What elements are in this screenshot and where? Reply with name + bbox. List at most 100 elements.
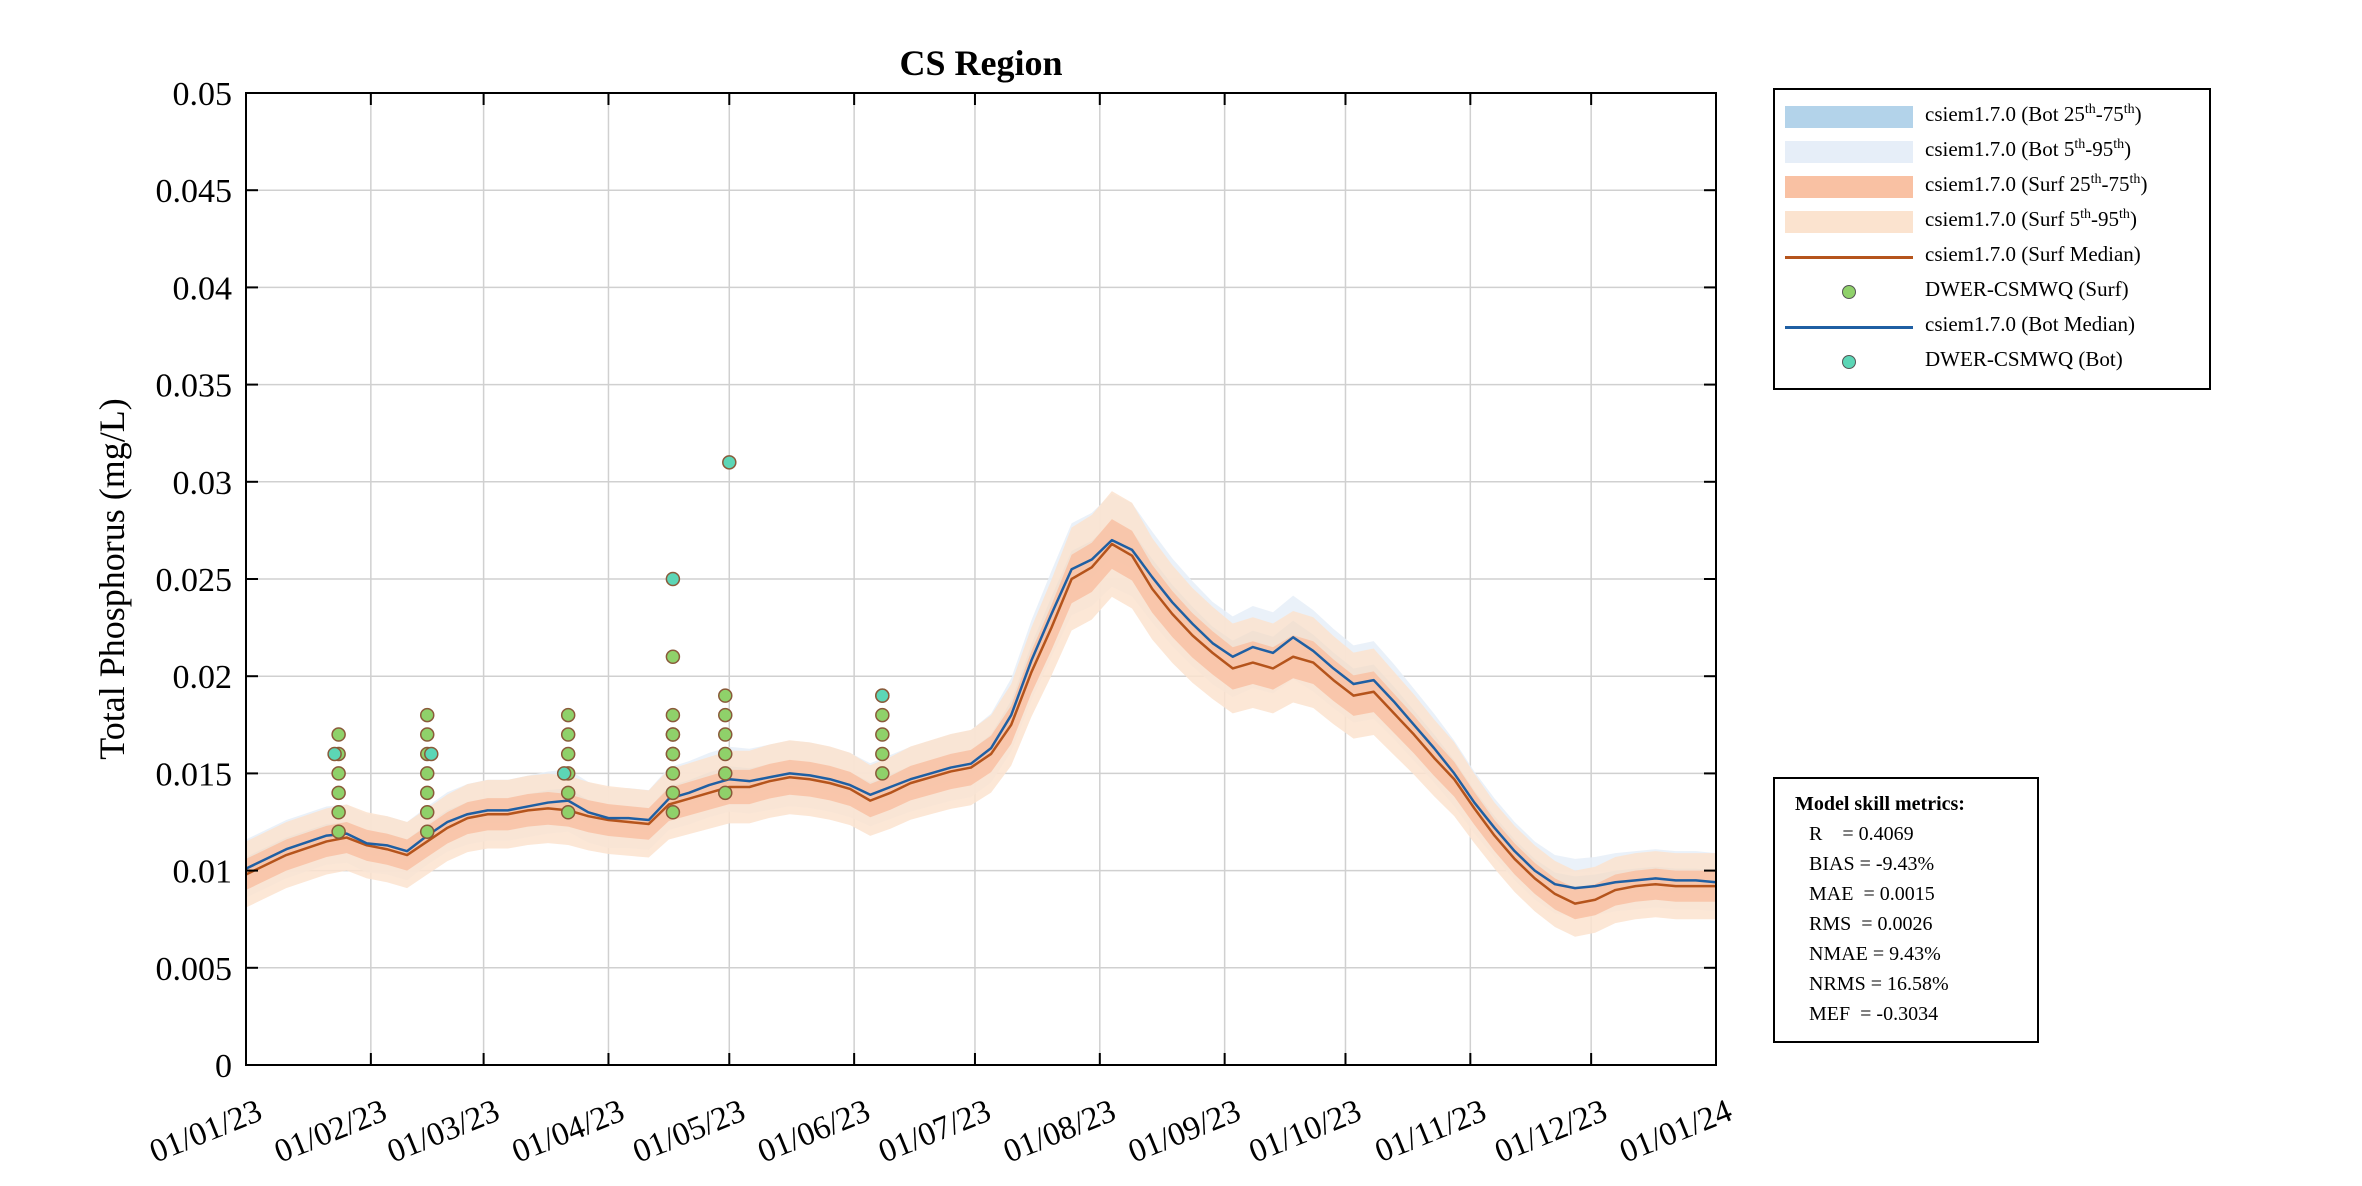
legend-label: csiem1.7.0 (Surf 25th-75th) [1925, 172, 2148, 196]
grid [245, 92, 1717, 1066]
legend-dot-marker [1842, 355, 1856, 369]
x-tick-label: 01/03/23 [382, 1093, 504, 1170]
legend-label: csiem1.7.0 (Surf 5th-95th) [1925, 207, 2137, 231]
legend-swatch [1785, 106, 1913, 128]
data-point [419, 727, 435, 742]
data-point [718, 746, 733, 762]
data-point [327, 746, 342, 762]
legend-swatch [1785, 141, 1913, 163]
data-point [718, 688, 733, 703]
data-point [419, 805, 435, 820]
data-point [718, 785, 733, 801]
data-point [875, 707, 890, 723]
series-line-csiem1-7-0-surf-median- [245, 542, 1716, 905]
data-point [331, 824, 346, 839]
median-lines [245, 538, 1717, 905]
x-tick-label: 01/01/23 [145, 1093, 267, 1170]
legend-label: csiem1.7.0 (Bot 5th-95th) [1925, 137, 2132, 161]
y-tick-label: 0.045 [156, 173, 233, 210]
metric-rms: RMS = 0.0026 [1809, 913, 1933, 935]
x-tick-label: 01/06/23 [753, 1093, 875, 1170]
data-point [665, 746, 681, 762]
metric-mae: MAE = 0.0015 [1809, 883, 1935, 905]
y-tick-label: 0.03 [173, 465, 233, 502]
legend-label: DWER-CSMWQ (Bot) [1925, 347, 2123, 371]
data-point [665, 766, 681, 781]
legend-swatch [1785, 211, 1913, 233]
data-point [665, 727, 681, 742]
data-point [665, 805, 681, 820]
legend-item: csiem1.7.0 (Surf 25th-75th) [1775, 166, 2209, 206]
skill-metrics-panel: Model skill metrics: R = 0.4069 BIAS = -… [1773, 777, 2039, 1043]
legend-dot-marker [1842, 285, 1856, 299]
data-point [665, 571, 681, 587]
y-tick-label: 0.005 [156, 951, 233, 988]
legend-label: csiem1.7.0 (Bot Median) [1925, 312, 2135, 336]
x-tick-label: 01/01/24 [1615, 1093, 1737, 1170]
x-tick-label: 01/10/23 [1244, 1093, 1366, 1170]
legend-item: csiem1.7.0 (Bot 5th-95th) [1775, 131, 2209, 171]
y-tick-label: 0.01 [173, 854, 233, 891]
data-point [665, 649, 681, 665]
legend-swatch [1785, 176, 1913, 198]
x-tick-label: 01/08/23 [999, 1093, 1121, 1170]
x-tick-label: 01/05/23 [628, 1093, 750, 1170]
y-tick-label: 0 [215, 1048, 232, 1085]
data-point [419, 785, 435, 801]
data-point [875, 688, 890, 703]
metric-nmae: NMAE = 9.43% [1809, 943, 1941, 965]
x-tick-label: 01/02/23 [270, 1093, 392, 1170]
data-point [875, 727, 890, 742]
series-line-csiem1-7-0-bot-median- [245, 538, 1717, 890]
data-point [424, 746, 439, 762]
legend-item: csiem1.7.0 (Bot 25th-75th) [1775, 96, 2209, 136]
y-tick-label: 0.035 [156, 368, 233, 405]
data-point [560, 727, 576, 742]
data-point [331, 785, 346, 801]
x-tick-label: 01/11/23 [1370, 1093, 1491, 1170]
data-point [331, 805, 346, 820]
axis-ticks: 0 0.005 0.01 0.015 0.02 0.025 0.03 0.035 0.04 0.0… [145, 76, 1737, 1170]
data-point [560, 707, 576, 723]
data-point [331, 727, 346, 742]
legend-item: csiem1.7.0 (Surf 5th-95th) [1775, 201, 2209, 241]
data-point [722, 455, 737, 470]
legend-item: DWER-CSMWQ (Surf) [1775, 271, 2209, 311]
data-point [560, 805, 576, 820]
legend-item: csiem1.7.0 (Bot Median) [1775, 306, 2209, 346]
legend-item: DWER-CSMWQ (Bot) [1775, 341, 2209, 381]
data-point [875, 746, 890, 762]
data-point [419, 824, 435, 839]
data-point [718, 766, 733, 781]
observation-points [327, 455, 890, 839]
x-tick-label: 01/12/23 [1490, 1093, 1612, 1170]
data-point [560, 785, 576, 801]
chart-title: CS Region [899, 43, 1062, 83]
data-point [875, 766, 890, 781]
y-tick-label: 0.02 [173, 659, 233, 696]
metric-nrms: NRMS = 16.58% [1809, 973, 1949, 995]
data-point [665, 707, 681, 723]
metric-mef: MEF = -0.3034 [1809, 1003, 1939, 1025]
x-tick-label: 01/04/23 [507, 1093, 629, 1170]
data-point [718, 707, 733, 723]
data-point [718, 727, 733, 742]
y-tick-label: 0.025 [156, 562, 233, 599]
data-point [419, 766, 435, 781]
legend-label: csiem1.7.0 (Bot 25th-75th) [1925, 102, 2142, 126]
x-tick-label: 01/09/23 [1123, 1093, 1245, 1170]
metric-bias: BIAS = -9.43% [1809, 853, 1935, 875]
data-point [556, 766, 572, 781]
metric-r: R = 0.4069 [1809, 823, 1914, 845]
data-point [419, 707, 435, 723]
metrics-title: Model skill metrics: [1795, 793, 1965, 815]
legend: csiem1.7.0 (Bot 25th-75th) csiem1.7.0 (Bo… [1773, 88, 2211, 390]
data-point [560, 746, 576, 762]
legend-label: DWER-CSMWQ (Surf) [1925, 277, 2129, 301]
data-point [665, 785, 681, 801]
y-tick-label: 0.015 [156, 756, 233, 793]
legend-line-marker [1785, 256, 1913, 259]
y-tick-label: 0.04 [173, 270, 233, 307]
